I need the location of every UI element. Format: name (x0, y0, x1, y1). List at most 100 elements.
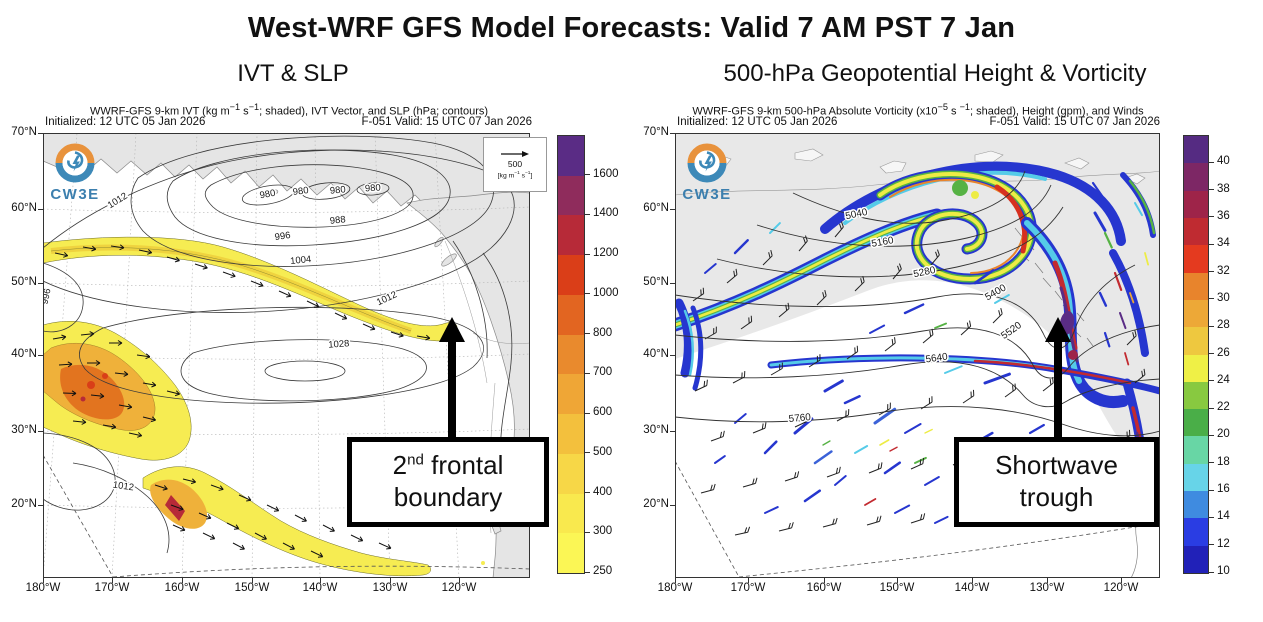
ivt-vector-arrow (238, 494, 252, 502)
wind-barb (822, 517, 838, 528)
ivt-vector-arrow (378, 542, 392, 550)
wind-barb (878, 402, 891, 416)
colorbar-tick-mark (585, 492, 590, 494)
ivt-vector-arrow (282, 542, 295, 550)
contour-label: 5640 (925, 351, 949, 365)
colorbar-tick-mark (1209, 407, 1214, 409)
lon-tick-mark (459, 578, 460, 583)
colorbar-tick-mark (1209, 516, 1214, 518)
wind-barb (846, 345, 859, 360)
colorbar-tick-label: 1400 (593, 207, 619, 220)
colorbar-tick-label: 30 (1217, 291, 1230, 304)
colorbar-tick-label: 500 (593, 445, 613, 458)
vorticity-filament (1103, 231, 1113, 249)
vorticity-filament (934, 322, 948, 329)
vorticity-filament (733, 239, 749, 255)
lat-tick-label: 30°N (11, 424, 37, 436)
wind-barb (1134, 368, 1146, 384)
vorticity-filament (1144, 252, 1150, 266)
main-title: West-WRF GFS Model Forecasts: Valid 7 AM… (247, 12, 1016, 44)
vorticity-filament (934, 515, 949, 524)
lat-tick-mark (670, 209, 675, 210)
colorbar-tick-label: 1000 (593, 286, 619, 299)
colorbar-tick-label: 16 (1217, 483, 1230, 496)
domain-boundary-left (43, 454, 530, 578)
annotation-line2: boundary (393, 482, 503, 512)
colorbar-tick-mark (1209, 243, 1214, 245)
colorbar-segment (558, 255, 584, 295)
ivt-vector-arrow (62, 390, 77, 397)
colorbar-segment (558, 453, 584, 494)
colorbar-tick-label: 800 (593, 326, 613, 339)
frontal-boundary-arrow (439, 317, 465, 438)
lon-tick-label: 150°W (234, 582, 270, 594)
ivt-vector-arrow (138, 249, 153, 255)
lon-tick-mark (824, 578, 825, 583)
wind-barb (732, 371, 746, 384)
wind-barb (794, 415, 808, 428)
ivt-vector-arrow (110, 244, 125, 251)
colorbar-tick-mark (1209, 353, 1214, 354)
colorbar-tick-mark (585, 372, 590, 374)
wind-barb (884, 337, 896, 352)
vorticity-filament (823, 379, 844, 393)
wind-barb (930, 249, 940, 266)
ivt-vector-arrow (266, 504, 280, 512)
wind-barb (1042, 377, 1054, 392)
wind-barb (816, 290, 827, 306)
colorbar-tick-label: 18 (1217, 455, 1230, 468)
ivt-vector-arrow (118, 403, 133, 410)
ivt-vector-arrow (198, 512, 212, 520)
cw3e-logo-left: CW3E (50, 140, 104, 203)
lat-tick-label: 20°N (643, 498, 669, 510)
colorbar-tick-label: 14 (1217, 510, 1230, 523)
colorbar-segment (1184, 381, 1208, 410)
colorbar-tick-mark (1209, 380, 1214, 382)
wind-barb (920, 396, 933, 410)
vorticity-filament (864, 498, 877, 506)
colorbar-tick-label: 22 (1217, 401, 1230, 414)
lat-tick-label: 70°N (11, 126, 37, 138)
lat-tick-mark (38, 431, 43, 432)
lon-tick-label: 160°W (164, 582, 200, 594)
vorticity-filament (973, 269, 995, 285)
ivt-vector-arrow (202, 532, 216, 540)
ivt-vector-arrow (142, 416, 156, 423)
lon-tick-label: 140°W (302, 582, 338, 594)
colorbar-tick-mark (1209, 271, 1214, 273)
colorbar-tick-label: 36 (1217, 209, 1230, 222)
right-panel-valid-time: F-051 Valid: 15 UTC 07 Jan 2026 (989, 116, 1160, 128)
colorbar-tick-label: 10 (1217, 565, 1230, 577)
ivt-vector-arrow (350, 534, 364, 542)
ivt-vector-arrow (136, 353, 151, 360)
contour-label: 980 (365, 182, 382, 194)
cw3e-logo-text: CW3E (50, 186, 100, 203)
left-panel-subtitle: IVT & SLP (237, 60, 349, 87)
vorticity-filament (843, 394, 861, 405)
colorbar-tick-mark (1209, 489, 1214, 491)
lat-tick-label: 50°N (643, 276, 669, 288)
vorticity-filament (883, 461, 901, 475)
colorbar-tick-label: 38 (1217, 182, 1230, 195)
vorticity-filament (1119, 312, 1127, 330)
colorbar-segment (1184, 409, 1208, 437)
contour-label: 5760 (788, 412, 812, 425)
ivt-vector-arrow (102, 423, 117, 430)
lon-tick-label: 130°W (372, 582, 408, 594)
colorbar-tick-mark (585, 293, 590, 295)
colorbar-tick-mark (1209, 189, 1214, 191)
ivt-vector-arrow (109, 340, 123, 346)
vorticity-filament (1091, 181, 1104, 198)
ivt-vector-arrow (322, 524, 335, 532)
wind-barb (1004, 383, 1017, 398)
colorbar-tick-mark (1209, 298, 1214, 300)
colorbar-segment (1184, 163, 1208, 191)
vorticity-filament (903, 303, 925, 315)
vorticity-filament (924, 476, 940, 486)
slp-contours (43, 135, 515, 554)
ivt-vector-arrow (390, 331, 404, 338)
vorticity-filament (834, 475, 847, 486)
ivt-vectors (52, 244, 431, 558)
vorticity-filament (924, 428, 933, 434)
contour-label: 980 (329, 184, 346, 196)
